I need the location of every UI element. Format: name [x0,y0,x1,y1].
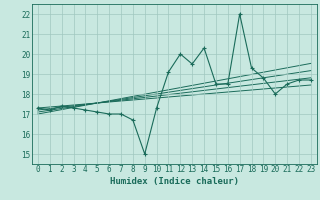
X-axis label: Humidex (Indice chaleur): Humidex (Indice chaleur) [110,177,239,186]
